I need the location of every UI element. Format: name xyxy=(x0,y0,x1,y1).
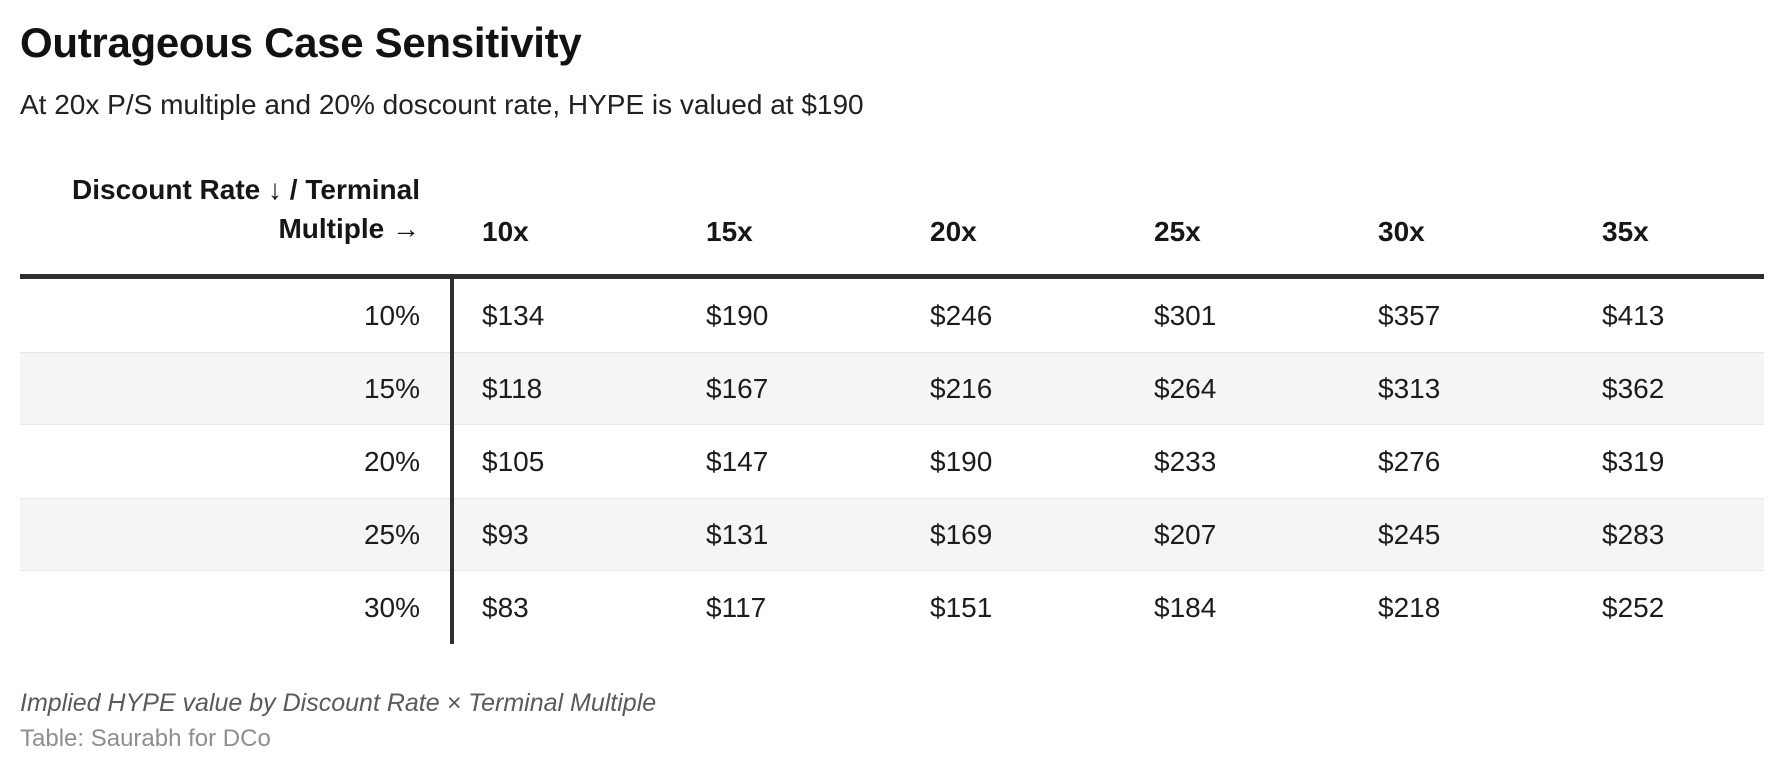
page-title: Outrageous Case Sensitivity xyxy=(20,19,582,66)
table-cell: $207 xyxy=(1154,518,1217,550)
table-row-30pct: 30% $83 $117 $151 $184 $218 $252 xyxy=(20,571,1764,644)
table-cell: $264 xyxy=(1154,372,1217,404)
table-row-10pct: 10% $134 $190 $246 $301 $357 $413 xyxy=(20,279,1764,352)
table-cell: $276 xyxy=(1378,445,1441,477)
table-cell: $93 xyxy=(482,518,529,550)
table-cell: $246 xyxy=(930,299,993,331)
table-cell: $252 xyxy=(1602,591,1665,623)
vertical-divider xyxy=(450,279,454,644)
row-label: 20% xyxy=(363,445,420,477)
table-cell: $319 xyxy=(1602,445,1665,477)
table-cell: $147 xyxy=(706,445,769,477)
table-row-15pct: 15% $118 $167 $216 $264 $313 $362 xyxy=(20,352,1764,425)
table-cell: $190 xyxy=(706,299,769,331)
corner-header-line1: Discount Rate ↓ / Terminal xyxy=(72,174,420,205)
column-header-10x: 10x xyxy=(482,216,529,247)
table-cell: $83 xyxy=(482,591,529,623)
table-credit: Table: Saurabh for DCo xyxy=(20,725,271,752)
table-cell: $218 xyxy=(1378,591,1441,623)
table-cell: $313 xyxy=(1378,372,1441,404)
table-cell: $167 xyxy=(706,372,769,404)
table-cell: $134 xyxy=(482,299,545,331)
table-row-20pct: 20% $105 $147 $190 $233 $276 $319 xyxy=(20,425,1764,498)
table-caption: Implied HYPE value by Discount Rate × Te… xyxy=(20,689,657,717)
table-cell: $184 xyxy=(1154,591,1217,623)
page-subtitle: At 20x P/S multiple and 20% doscount rat… xyxy=(20,89,864,120)
table-cell: $413 xyxy=(1602,299,1665,331)
table-cell: $169 xyxy=(930,518,993,550)
sensitivity-table: Discount Rate ↓ / Terminal Multiple → 10… xyxy=(20,170,1764,644)
row-label: 30% xyxy=(363,591,420,623)
table-cell: $362 xyxy=(1602,372,1665,404)
table-cell: $151 xyxy=(930,591,993,623)
corner-header-line2: Multiple → xyxy=(278,213,420,244)
column-header-15x: 15x xyxy=(706,216,753,247)
table-cell: $216 xyxy=(930,372,993,404)
row-label: 25% xyxy=(363,518,420,550)
table-row-25pct: 25% $93 $131 $169 $207 $245 $283 xyxy=(20,498,1764,571)
table-cell: $233 xyxy=(1154,445,1217,477)
table-cell: $131 xyxy=(706,518,769,550)
table-cell: $117 xyxy=(706,591,767,623)
table-header-row: Discount Rate ↓ / Terminal Multiple → 10… xyxy=(20,170,1764,279)
row-label: 10% xyxy=(363,299,420,331)
column-header-20x: 20x xyxy=(930,216,977,247)
column-header-30x: 30x xyxy=(1378,216,1425,247)
table-cell: $357 xyxy=(1378,299,1441,331)
column-header-35x: 35x xyxy=(1602,216,1649,247)
table-cell: $283 xyxy=(1602,518,1665,550)
table-cell: $118 xyxy=(482,372,543,404)
table-cell: $245 xyxy=(1378,518,1441,550)
table-cell: $105 xyxy=(482,445,545,477)
table-cell: $301 xyxy=(1154,299,1217,331)
corner-header: Discount Rate ↓ / Terminal Multiple → xyxy=(20,170,450,248)
table-body: 10% $134 $190 $246 $301 $357 $413 15% $1… xyxy=(20,279,1764,644)
table-cell: $190 xyxy=(930,445,993,477)
column-header-25x: 25x xyxy=(1154,216,1201,247)
row-label: 15% xyxy=(363,372,420,404)
